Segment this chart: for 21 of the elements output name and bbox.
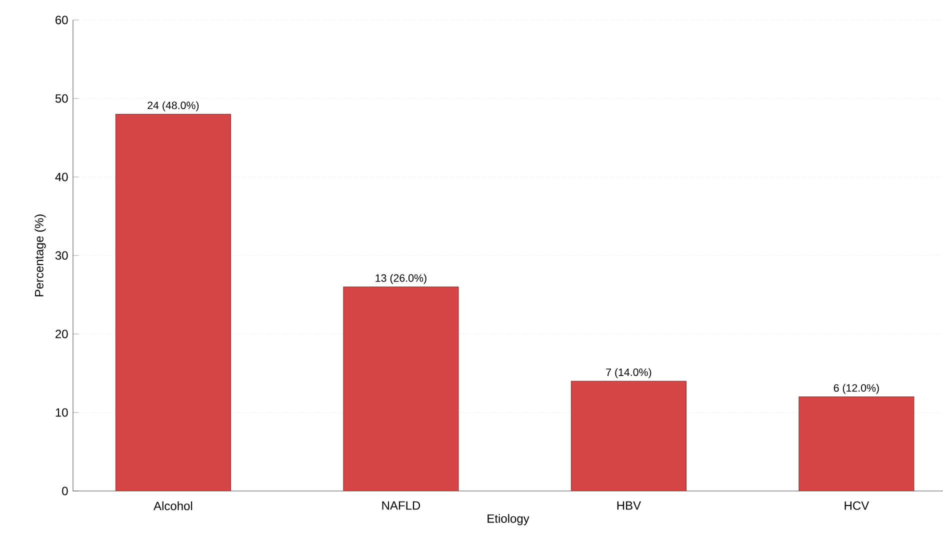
y-axis-title: Percentage (%) [34,214,46,296]
y-tick-label: 50 [55,94,68,103]
y-tick-label: 60 [56,16,68,24]
bar [343,286,459,491]
data-label: 13 (26.0%) [376,274,426,284]
data-label: 24 (48.0%) [148,101,199,112]
x-tick-label: Alcohol [154,501,192,510]
y-tick-label: 40 [55,172,68,182]
x-tick-label: NAFLD [382,501,420,510]
bar [798,396,914,491]
x-tick-label: HCV [844,501,870,510]
y-tick-label: 0 [62,486,68,496]
bar [570,380,686,491]
y-tick-label: 30 [55,251,68,260]
x-tick-label: HBV [617,501,641,510]
y-tick-label: 10 [56,408,68,417]
data-label: 6 (12.0%) [834,384,879,394]
x-axis-title: Etiology [488,514,530,526]
bar [115,114,231,491]
data-label: 7 (14.0%) [606,368,652,378]
y-tick-label: 20 [56,330,68,338]
